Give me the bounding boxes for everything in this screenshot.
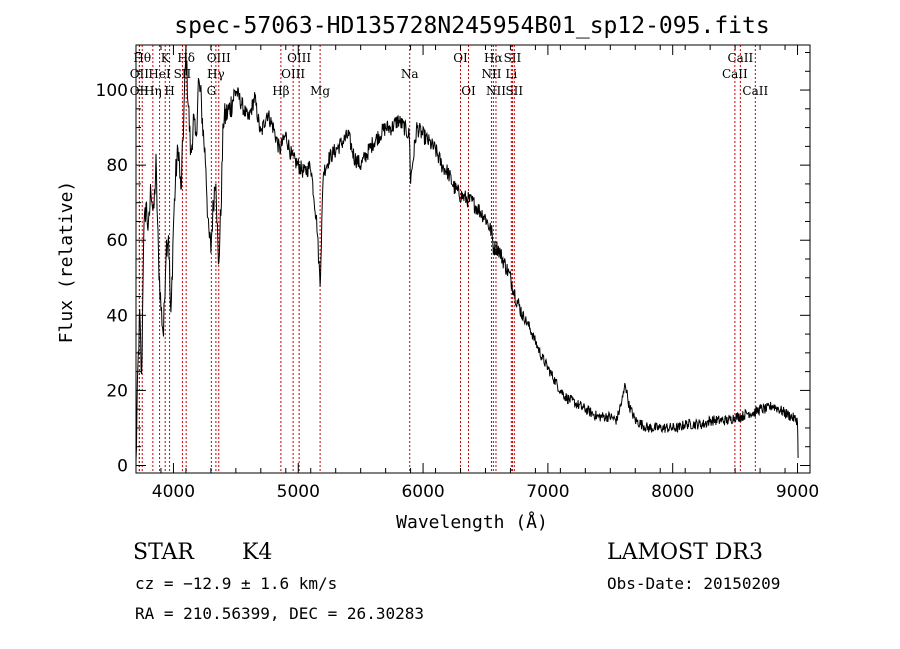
spectral-line-label: NII: [486, 84, 506, 98]
spectral-line-label: HeI: [148, 67, 171, 81]
spectral-line-label: OII: [130, 84, 150, 98]
plot-frame: [135, 44, 811, 474]
x-tick-label: 8000: [651, 482, 694, 502]
spectral-line-label: SII: [174, 67, 192, 81]
redshift-velocity: cz = −12.9 ± 1.6 km/s: [135, 574, 338, 593]
spectral-line-label: CaII: [727, 51, 753, 65]
object-class: STAR: [133, 540, 194, 565]
y-tick-label: 60: [106, 231, 128, 251]
survey-name: LAMOST DR3: [607, 540, 763, 565]
spectral-line-label: OII: [130, 67, 150, 81]
spectral-lines-layer: [138, 45, 756, 473]
spectral-line-label: Hη: [144, 84, 162, 98]
x-tick-label: 5000: [277, 482, 320, 502]
spectral-line-label: OI: [461, 84, 476, 98]
x-axis-label: Wavelength (Å): [396, 511, 548, 533]
spectral-line-label: K: [161, 51, 171, 65]
y-axis-label: Flux (relative): [56, 181, 77, 344]
spectral-line-label: OIII: [207, 51, 231, 65]
chart-title: spec-57063-HD135728N245954B01_sp12-095.f…: [174, 13, 769, 39]
spectral-line-label: CaII: [742, 84, 768, 98]
spectral-line-label: OI: [453, 51, 468, 65]
y-tick-label: 100: [96, 81, 128, 101]
y-tick-label: 0: [117, 456, 128, 476]
spectral-line-label: Hα: [484, 51, 503, 65]
spectral-line-label: CaII: [722, 67, 748, 81]
spectral-line-label: Hβ: [272, 84, 289, 98]
spectral-line-label: SII: [504, 51, 522, 65]
spectral-line-label: Hγ: [207, 67, 225, 81]
spectral-line-label: Hθ: [133, 51, 151, 65]
spectral-line-label: Li: [505, 67, 517, 81]
spectrum-series-layer: [135, 46, 799, 461]
x-tick-label: 6000: [401, 482, 444, 502]
spectral-line-label: NII: [481, 67, 501, 81]
object-subclass: K4: [242, 540, 273, 565]
spectrum-chart: spec-57063-HD135728N245954B01_sp12-095.f…: [56, 13, 819, 533]
spectral-line-label: H: [164, 84, 174, 98]
y-tick-label: 20: [106, 381, 128, 401]
spectral-line-label: OIII: [281, 67, 305, 81]
observation-date: Obs-Date: 20150209: [607, 574, 781, 593]
x-tick-label: 9000: [776, 482, 819, 502]
spectral-line-label: G: [207, 84, 217, 98]
spectrum-line: [135, 46, 799, 461]
spectral-line-label: Mg: [310, 84, 330, 98]
y-tick-label: 80: [106, 156, 128, 176]
spectral-line-label: Na: [401, 67, 419, 81]
spectral-line-label: SII: [505, 84, 523, 98]
axis-ticks-layer: 4000 5000 6000 7000 8000 9000 0 20 40 60 80 100: [96, 45, 819, 502]
y-tick-label: 40: [106, 306, 128, 326]
x-tick-label: 7000: [526, 482, 569, 502]
spectral-line-label: OIII: [287, 51, 311, 65]
spectral-line-labels-layer: OIIOIIHθHηHeIKHSIIHδGHγOIIIHβOIIIOIIIMgN…: [130, 51, 769, 98]
ra-dec-coordinates: RA = 210.56399, DEC = 26.30283: [135, 604, 424, 623]
x-tick-label: 4000: [152, 482, 195, 502]
